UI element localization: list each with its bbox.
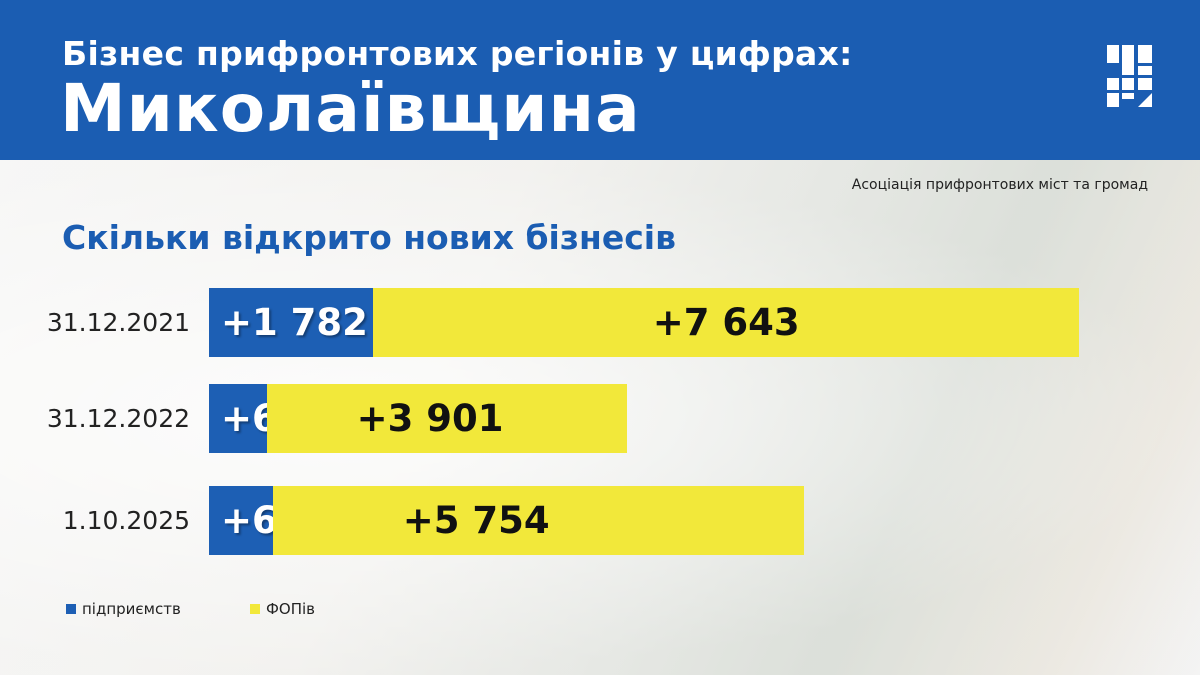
association-logo-icon <box>1107 45 1152 107</box>
category-label: 31.12.2022 <box>46 404 190 433</box>
bar-fop <box>266 384 627 453</box>
bar-enterprises <box>209 384 267 453</box>
legend-item-enterprises: підприємств <box>66 600 181 618</box>
legend-label: ФОПів <box>266 600 316 618</box>
bar-enterprises <box>209 486 273 555</box>
header: Бізнес прифронтових регіонів у цифрах: М… <box>0 0 1200 160</box>
header-title-line1: Бізнес прифронтових регіонів у цифрах: <box>62 34 853 73</box>
category-label: 31.12.2021 <box>46 308 190 337</box>
legend-item-fop: ФОПів <box>250 600 315 618</box>
category-label: 1.10.2025 <box>62 506 190 535</box>
bar-fop <box>373 288 1079 357</box>
chart-title: Скільки відкрито нових бізнесів <box>62 218 676 257</box>
legend-swatch-yellow <box>250 604 260 614</box>
legend-swatch-blue <box>66 604 76 614</box>
bar-enterprises <box>209 288 374 357</box>
data-label: +5 754 <box>402 499 550 542</box>
header-title-line2: Миколаївщина <box>60 70 641 147</box>
data-label: +1 782 <box>221 301 368 344</box>
data-label: +3 901 <box>356 397 504 440</box>
organization-name: Асоціація прифронтових міст та громад <box>851 177 1148 193</box>
bar-fop <box>272 486 804 555</box>
legend-label: підприємств <box>82 600 181 618</box>
data-label: +7 643 <box>652 301 800 344</box>
